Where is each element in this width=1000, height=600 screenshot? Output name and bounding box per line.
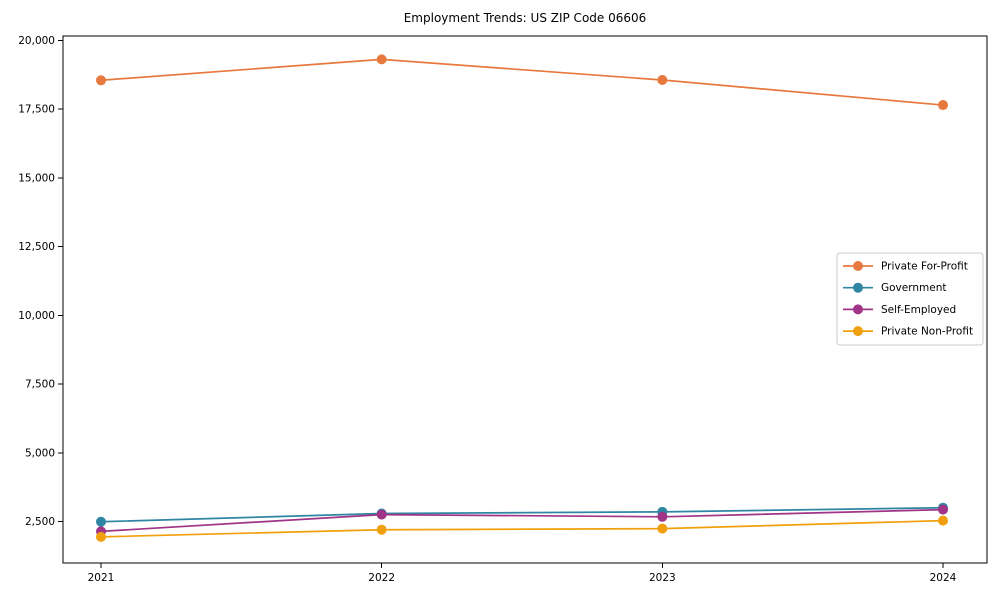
data-point — [657, 523, 668, 534]
plot-box-spines — [62, 35, 988, 564]
legend-item-label: Private For-Profit — [881, 261, 968, 273]
series-line-government — [100, 506, 944, 523]
y-axis-tick-label: 5,000 — [25, 447, 55, 459]
chart-title: Employment Trends: US ZIP Code 06606 — [403, 11, 647, 25]
x-axis-tick-label: 2022 — [368, 572, 395, 584]
legend-marker — [853, 326, 863, 337]
data-point — [938, 504, 948, 515]
series-line-self-employed — [100, 508, 944, 533]
legend-marker — [853, 282, 863, 293]
series-line-private-for-profit — [100, 58, 944, 106]
data-point — [376, 509, 387, 520]
y-axis-tick-label: 15,000 — [18, 172, 55, 184]
data-point — [376, 524, 387, 535]
data-point — [96, 531, 106, 542]
y-axis-tick-label: 17,500 — [18, 104, 55, 116]
legend-item-label: Government — [881, 282, 946, 294]
y-axis-tick-label: 7,500 — [25, 379, 55, 391]
y-axis-tick-label: 20,000 — [18, 35, 55, 47]
x-axis-tick-label: 2024 — [930, 572, 957, 584]
x-axis-tick-label: 2023 — [649, 572, 676, 584]
x-axis-tick-label: 2021 — [88, 572, 115, 584]
legend-item-label: Self-Employed — [881, 304, 956, 316]
data-point — [657, 75, 668, 86]
legend-marker — [853, 261, 863, 271]
data-point — [376, 54, 387, 65]
data-point — [657, 511, 668, 522]
y-axis-tick-label: 10,000 — [18, 310, 55, 322]
data-point — [96, 516, 106, 527]
legend-box — [836, 252, 984, 346]
data-point — [938, 515, 948, 526]
series-line-private-non-profit — [100, 519, 944, 538]
legend-item-label: Private Non-Profit — [881, 326, 973, 338]
data-point — [96, 75, 106, 86]
legend-marker — [853, 304, 863, 315]
data-point — [938, 100, 948, 111]
y-axis-tick-label: 12,500 — [18, 241, 55, 253]
y-axis-tick-label: 2,500 — [25, 516, 55, 528]
